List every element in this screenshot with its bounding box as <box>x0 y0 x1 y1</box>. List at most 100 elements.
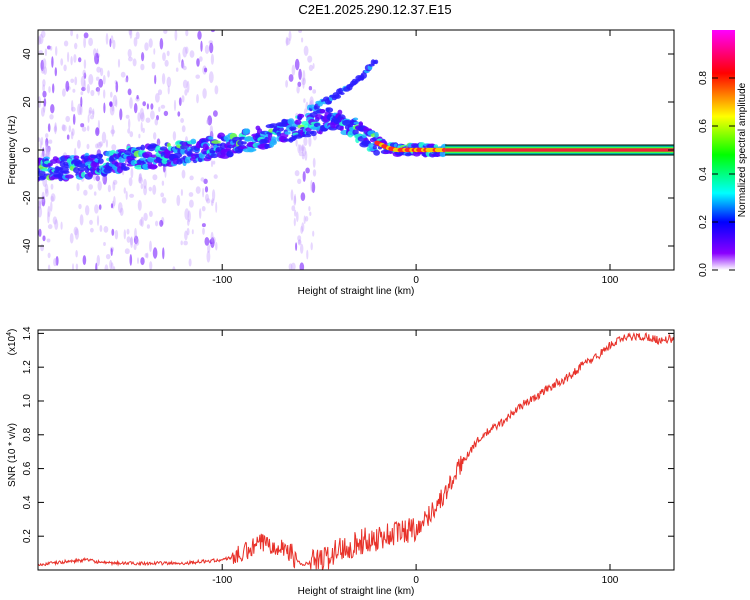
noise-speck <box>103 102 106 114</box>
ridge-mark <box>62 170 70 174</box>
noise-speck <box>112 39 116 50</box>
noise-speck <box>79 214 84 226</box>
noise-speck <box>303 215 306 224</box>
noise-speck <box>97 86 100 96</box>
noise-speck <box>176 194 181 207</box>
noise-speck <box>146 103 149 110</box>
ridge-mark <box>289 126 297 131</box>
noise-speck <box>60 221 63 230</box>
noise-speck <box>285 36 289 47</box>
noise-speck <box>127 48 132 58</box>
noise-speck <box>73 54 77 63</box>
noise-speck <box>137 112 141 122</box>
noise-speck <box>296 211 299 223</box>
noise-speck <box>44 188 49 197</box>
noise-speck <box>301 77 307 86</box>
noise-speck <box>296 85 300 94</box>
noise-speck <box>118 202 123 213</box>
noise-speck <box>197 30 202 40</box>
noise-speck <box>88 109 92 116</box>
ridge-mark <box>143 151 153 159</box>
noise-speck <box>301 146 307 157</box>
noise-speck <box>148 38 153 48</box>
noise-speck <box>130 237 133 246</box>
noise-speck <box>63 64 67 72</box>
noise-speck <box>312 230 315 237</box>
ridge-mark <box>271 136 277 142</box>
noise-speck <box>95 76 100 81</box>
noise-speck <box>202 227 205 235</box>
noise-speck <box>133 37 138 47</box>
noise-speck <box>206 119 210 125</box>
noise-speck <box>62 124 67 132</box>
noise-speck <box>110 262 114 270</box>
y-tick-label: 0 <box>22 147 33 153</box>
noise-speck <box>138 173 142 184</box>
noise-speck <box>46 238 51 243</box>
snr-ticks: -100 0 100 0.2 0.4 0.6 0.8 1.0 1.2 1.4 <box>22 326 674 586</box>
noise-speck <box>78 57 82 63</box>
noise-speck <box>46 149 51 155</box>
y-tick-label: -20 <box>22 190 33 205</box>
snr-y-label: SNR (10 * v/v) <box>7 423 18 487</box>
noise-speck <box>288 30 292 42</box>
noise-speck <box>72 88 76 93</box>
spectrogram-ticks: -100 0 100 40 20 0 -20 -40 <box>22 30 674 286</box>
noise-speck <box>175 67 179 72</box>
noise-speck <box>212 189 216 202</box>
noise-speck <box>50 195 54 202</box>
noise-speck <box>146 252 149 259</box>
noise-speck <box>123 187 127 194</box>
noise-speck <box>167 85 170 95</box>
noise-speck <box>177 111 181 117</box>
noise-speck <box>77 139 81 149</box>
noise-speck <box>40 59 45 72</box>
snr-marks <box>38 332 674 570</box>
noise-speck <box>164 59 169 67</box>
noise-speck <box>107 70 110 78</box>
noise-speck <box>299 144 302 153</box>
noise-speck <box>101 131 107 144</box>
ridge-mark <box>65 174 74 179</box>
noise-speck <box>298 151 304 157</box>
noise-speck <box>142 101 146 107</box>
noise-speck <box>52 216 58 225</box>
noise-speck <box>213 110 218 117</box>
noise-speck <box>300 192 306 202</box>
noise-speck <box>79 103 83 116</box>
noise-speck <box>310 242 313 251</box>
noise-speck <box>78 203 82 210</box>
noise-speck <box>62 88 66 97</box>
noise-speck <box>205 193 209 202</box>
noise-speck <box>212 160 216 165</box>
noise-speck <box>104 264 109 270</box>
noise-speck <box>132 58 137 67</box>
noise-speck <box>157 89 163 96</box>
noise-speck <box>156 138 161 146</box>
noise-speck <box>184 89 188 96</box>
noise-speck <box>80 96 83 108</box>
noise-speck <box>134 227 137 240</box>
x-tick-label: 0 <box>413 575 419 586</box>
noise-speck <box>191 229 194 235</box>
noise-speck <box>295 139 298 147</box>
noise-speck <box>285 37 291 46</box>
noise-speck <box>149 261 153 270</box>
noise-speck <box>109 259 113 270</box>
noise-speck <box>186 227 190 236</box>
noise-speck <box>188 192 194 197</box>
y-tick-label: -40 <box>22 238 33 253</box>
noise-speck <box>90 227 94 233</box>
ridge-mark <box>294 119 302 125</box>
noise-speck <box>166 50 170 57</box>
noise-speck <box>136 95 139 100</box>
noise-speck <box>92 108 95 117</box>
noise-speck <box>97 142 102 149</box>
noise-speck <box>290 189 294 201</box>
noise-speck <box>293 217 296 227</box>
ridge-mark <box>240 141 247 145</box>
noise-speck <box>52 83 55 94</box>
noise-speck <box>288 74 294 82</box>
snr-series-line <box>38 332 674 570</box>
noise-speck <box>114 229 119 240</box>
